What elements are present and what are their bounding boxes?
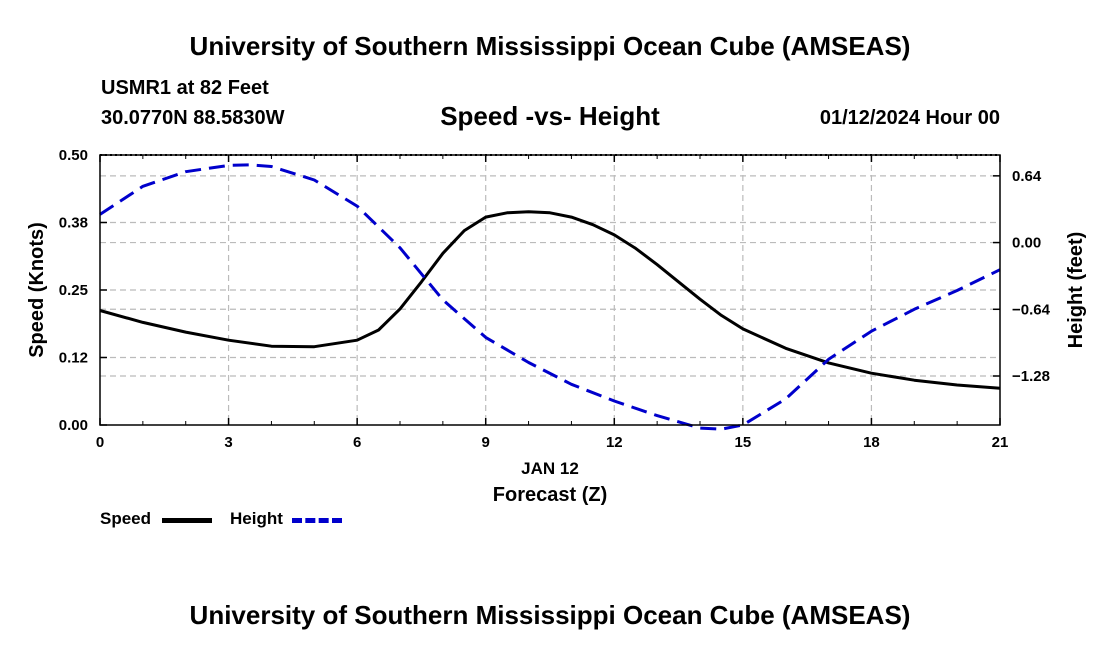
legend-speed-label: Speed <box>100 509 152 528</box>
x-tick-label: 3 <box>224 434 232 451</box>
y-axis-label: Speed (Knots) <box>26 222 48 358</box>
y2-axis-label: Height (feet) <box>1065 232 1087 349</box>
y2-tick-label: 0.00 <box>1012 235 1041 252</box>
y-tick-label: 0.25 <box>59 282 88 299</box>
legend-height-swatch <box>292 518 342 523</box>
grid <box>100 154 1000 425</box>
y-tick-label: 0.50 <box>59 147 88 164</box>
legend-height-label: Height <box>230 509 283 528</box>
height-series-line <box>99 163 1001 431</box>
coordinates-label: 30.0770N 88.5830W <box>101 107 285 129</box>
station-label: USMR1 at 82 Feet <box>101 77 269 99</box>
chart-title: University of Southern Mississippi Ocean… <box>189 31 911 61</box>
x-tick-label: 0 <box>96 434 104 451</box>
y-tick-label: 0.38 <box>59 215 88 232</box>
y2-tick-label: −1.28 <box>1012 368 1050 385</box>
y-tick-label: 0.00 <box>59 417 88 434</box>
y2-tick-label: −0.64 <box>1012 301 1051 318</box>
x-tick-label: 18 <box>863 434 880 451</box>
x-tick-label: 6 <box>353 434 361 451</box>
y2-tick-label: 0.64 <box>1012 168 1042 185</box>
x-tick-label: 21 <box>992 434 1009 451</box>
y-tick-label: 0.12 <box>59 350 88 367</box>
axes: 0 3 6 9 12 15 18 21 0.00 0.12 0.25 0.38 0.50 0.64 0.00… <box>59 147 1051 451</box>
forecast-datetime: 01/12/2024 Hour 00 <box>819 107 1000 129</box>
series <box>99 163 1001 431</box>
x-tick-label: 15 <box>735 434 752 451</box>
x-tick-label: 12 <box>606 434 623 451</box>
chart-subtitle: Speed -vs- Height <box>440 101 660 131</box>
legend-speed-swatch <box>162 518 212 523</box>
x-axis-label: Forecast (Z) <box>493 484 607 506</box>
x-tick-label: 9 <box>482 434 490 451</box>
x-axis-date-label: JAN 12 <box>521 459 579 478</box>
footer-title: University of Southern Mississippi Ocean… <box>189 600 911 630</box>
speed-series-line <box>99 210 1001 390</box>
